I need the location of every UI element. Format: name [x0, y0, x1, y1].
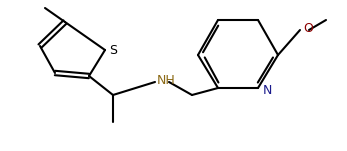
- Text: S: S: [109, 43, 117, 56]
- Text: O: O: [303, 21, 313, 34]
- Text: N: N: [263, 84, 272, 96]
- Text: NH: NH: [157, 74, 176, 87]
